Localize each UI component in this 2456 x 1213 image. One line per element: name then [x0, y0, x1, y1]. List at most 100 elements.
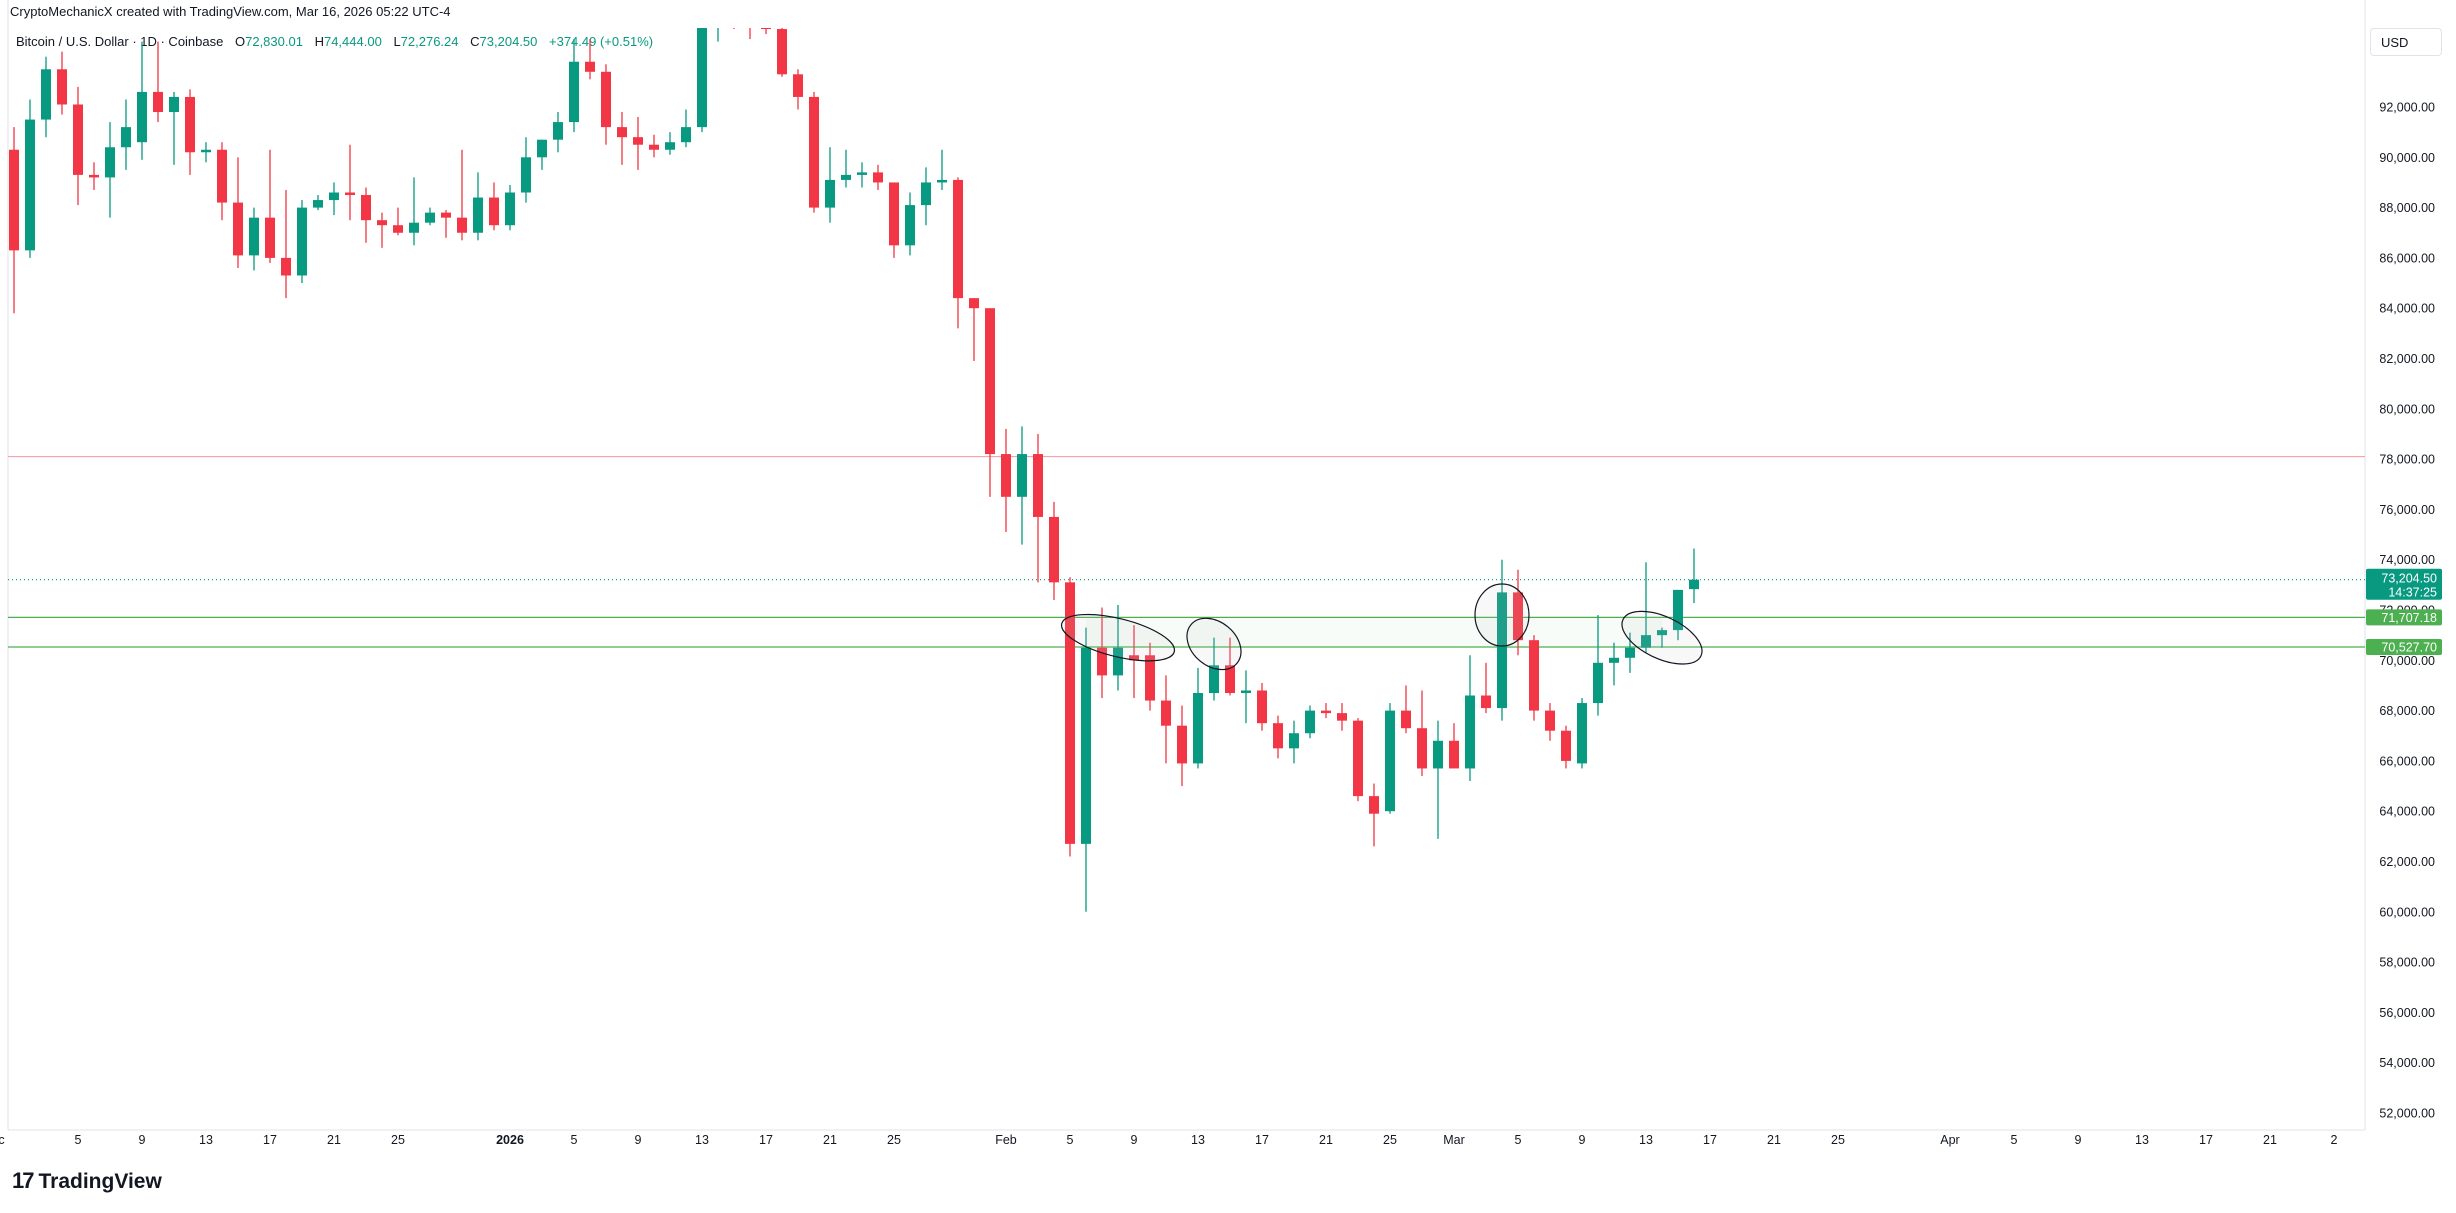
candle-body[interactable] [265, 217, 275, 258]
candle-body[interactable] [841, 174, 851, 180]
candle-body[interactable] [73, 104, 83, 175]
candle-body[interactable] [1209, 665, 1219, 693]
candle-body[interactable] [137, 91, 147, 143]
candle-body[interactable] [1161, 700, 1171, 726]
candle-body[interactable] [1625, 647, 1635, 658]
candle-body[interactable] [1545, 710, 1555, 731]
candle-body[interactable] [681, 127, 691, 143]
candle-body[interactable] [553, 122, 563, 140]
currency-selector[interactable]: USD [2370, 28, 2442, 56]
candle-body[interactable] [425, 212, 435, 223]
candle-body[interactable] [377, 220, 387, 226]
candle-body[interactable] [585, 61, 595, 72]
candle-body[interactable] [1193, 692, 1203, 764]
candle-body[interactable] [329, 192, 339, 201]
candle-body[interactable] [361, 195, 371, 221]
candle-body[interactable] [217, 149, 227, 203]
candle-body[interactable] [201, 149, 211, 153]
candle-body[interactable] [1417, 728, 1427, 769]
candle-body[interactable] [1129, 655, 1139, 661]
candle-body[interactable] [457, 217, 467, 233]
candle-body[interactable] [281, 257, 291, 276]
candle-body[interactable] [1561, 730, 1571, 761]
candle-body[interactable] [1273, 723, 1283, 749]
candle-body[interactable] [697, 21, 707, 128]
candle-body[interactable] [1097, 647, 1107, 676]
candle-body[interactable] [889, 182, 899, 246]
candle-body[interactable] [601, 71, 611, 128]
candle-body[interactable] [105, 147, 115, 178]
candle-body[interactable] [649, 144, 659, 150]
candle-body[interactable] [313, 200, 323, 208]
candle-body[interactable] [905, 205, 915, 246]
candle-body[interactable] [297, 207, 307, 276]
candle-body[interactable] [1145, 655, 1155, 701]
candle-body[interactable] [249, 217, 259, 256]
candle-body[interactable] [393, 225, 403, 233]
tradingview-logo[interactable]: 17 TradingView [12, 1168, 162, 1194]
candle-body[interactable] [745, 16, 755, 19]
candle-body[interactable] [9, 149, 19, 251]
candle-body[interactable] [1657, 630, 1667, 636]
candle-body[interactable] [473, 197, 483, 233]
candle-body[interactable] [617, 127, 627, 138]
candle-body[interactable] [937, 179, 947, 183]
candle-body[interactable] [1065, 582, 1075, 844]
candle-body[interactable] [153, 91, 163, 113]
candle-body[interactable] [1049, 516, 1059, 583]
candle-body[interactable] [1337, 713, 1347, 721]
candle-body[interactable] [777, 29, 787, 75]
candle-body[interactable] [921, 182, 931, 206]
candle-body[interactable] [57, 69, 67, 105]
candle-body[interactable] [1257, 690, 1267, 724]
candle-body[interactable] [1241, 690, 1251, 693]
candle-body[interactable] [1385, 710, 1395, 812]
candle-body[interactable] [873, 172, 883, 183]
candle-body[interactable] [665, 142, 675, 150]
candle-body[interactable] [633, 137, 643, 145]
candle-body[interactable] [1289, 733, 1299, 749]
candle-body[interactable] [1433, 740, 1443, 769]
candle-body[interactable] [1305, 710, 1315, 734]
candle-body[interactable] [41, 69, 51, 120]
candle-body[interactable] [537, 139, 547, 158]
candle-body[interactable] [1033, 454, 1043, 517]
candle-body[interactable] [169, 96, 179, 113]
candle-body[interactable] [1081, 647, 1091, 844]
candle-body[interactable] [1513, 592, 1523, 641]
candle-body[interactable] [441, 212, 451, 218]
candle-body[interactable] [1177, 725, 1187, 764]
candle-body[interactable] [953, 179, 963, 299]
candle-body[interactable] [1641, 635, 1651, 648]
candle-body[interactable] [1689, 579, 1699, 590]
candle-body[interactable] [729, 0, 739, 16]
candle-body[interactable] [809, 96, 819, 208]
candle-body[interactable] [1465, 695, 1475, 769]
candle-body[interactable] [1401, 710, 1411, 729]
candle-body[interactable] [857, 172, 867, 175]
candle-body[interactable] [985, 308, 995, 455]
candle-body[interactable] [1593, 662, 1603, 704]
candle-body[interactable] [521, 157, 531, 193]
candle-body[interactable] [1497, 592, 1507, 709]
candle-body[interactable] [569, 61, 579, 123]
candle-body[interactable] [969, 298, 979, 309]
candle-body[interactable] [1017, 454, 1027, 497]
candle-body[interactable] [489, 197, 499, 226]
candle-body[interactable] [1321, 710, 1331, 714]
candle-body[interactable] [25, 119, 35, 251]
candle-body[interactable] [1673, 589, 1683, 631]
candle-body[interactable] [409, 222, 419, 233]
candle-body[interactable] [1353, 720, 1363, 797]
candle-body[interactable] [1369, 796, 1379, 814]
candle-body[interactable] [761, 19, 771, 30]
candle-body[interactable] [1481, 695, 1491, 709]
candle-body[interactable] [713, 0, 723, 21]
candle-body[interactable] [345, 192, 355, 196]
candle-body[interactable] [1113, 647, 1123, 676]
candle-body[interactable] [185, 96, 195, 153]
candle-body[interactable] [793, 74, 803, 97]
candle-body[interactable] [825, 179, 835, 208]
candle-body[interactable] [121, 127, 131, 148]
